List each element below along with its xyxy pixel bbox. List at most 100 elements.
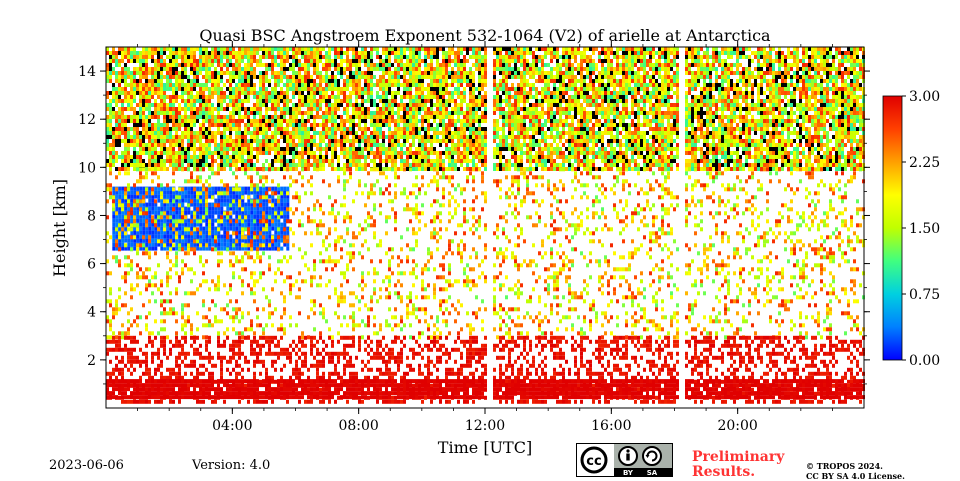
heatmap-cell	[538, 119, 541, 123]
heatmap-cell	[154, 131, 157, 135]
heatmap-cell	[772, 91, 775, 95]
heatmap-cell	[607, 63, 610, 67]
heatmap-cell	[286, 99, 289, 103]
heatmap-cell	[637, 107, 640, 111]
heatmap-cell	[250, 67, 253, 71]
heatmap-cell	[781, 55, 784, 59]
heatmap-cell	[556, 123, 559, 127]
heatmap-cell	[133, 87, 136, 91]
heatmap-cell	[271, 131, 274, 135]
heatmap-cell	[430, 91, 433, 95]
heatmap-cell	[442, 63, 445, 67]
heatmap-cell	[475, 67, 478, 71]
heatmap-cell	[166, 63, 169, 67]
heatmap-cell	[169, 75, 172, 79]
heatmap-cell	[847, 99, 850, 103]
heatmap-cell	[538, 111, 541, 115]
heatmap-cell	[247, 47, 250, 51]
heatmap-cell	[691, 59, 694, 63]
heatmap-cell	[634, 91, 637, 95]
heatmap-cell	[781, 87, 784, 91]
heatmap-cell	[331, 95, 334, 99]
heatmap-cell	[595, 131, 598, 135]
heatmap-cell	[508, 71, 511, 75]
heatmap-cell	[319, 103, 322, 107]
heatmap-cell	[796, 119, 799, 123]
heatmap-cell	[382, 47, 385, 51]
heatmap-cell	[733, 71, 736, 75]
heatmap-cell	[151, 67, 154, 71]
heatmap-cell	[139, 87, 142, 91]
heatmap-cell	[625, 59, 628, 63]
heatmap-cell	[409, 51, 412, 55]
heatmap-cell	[226, 79, 229, 83]
heatmap-cell	[283, 51, 286, 55]
heatmap-cell	[763, 51, 766, 55]
heatmap-cell	[394, 59, 397, 63]
heatmap-cell	[433, 87, 436, 91]
heatmap-cell	[574, 67, 577, 71]
heatmap-cell	[604, 131, 607, 135]
heatmap-cell	[730, 127, 733, 131]
heatmap-cell	[400, 75, 403, 79]
heatmap-cell	[313, 139, 316, 143]
heatmap-cell	[475, 95, 478, 99]
heatmap-cell	[778, 111, 781, 115]
heatmap-cell	[778, 107, 781, 111]
heatmap-cell	[622, 99, 625, 103]
heatmap-cell	[655, 51, 658, 55]
heatmap-cell	[580, 55, 583, 59]
heatmap-cell	[793, 71, 796, 75]
heatmap-cell	[409, 55, 412, 59]
heatmap-cell	[550, 115, 553, 119]
heatmap-cell	[196, 139, 199, 143]
heatmap-cell	[358, 79, 361, 83]
heatmap-cell	[235, 127, 238, 131]
heatmap-cell	[196, 107, 199, 111]
heatmap-cell	[115, 135, 118, 139]
heatmap-cell	[244, 139, 247, 143]
heatmap-cell	[331, 75, 334, 79]
heatmap-cell	[577, 47, 580, 51]
heatmap-cell	[514, 115, 517, 119]
heatmap-cell	[784, 123, 787, 127]
heatmap-cell	[547, 83, 550, 87]
heatmap-cell	[310, 103, 313, 107]
heatmap-cell	[538, 123, 541, 127]
heatmap-cell	[217, 87, 220, 91]
heatmap-cell	[442, 47, 445, 51]
heatmap-cell	[499, 99, 502, 103]
heatmap-cell	[415, 115, 418, 119]
heatmap-cell	[157, 139, 160, 143]
heatmap-cell	[364, 139, 367, 143]
heatmap-cell	[691, 127, 694, 131]
heatmap-cell	[703, 131, 706, 135]
heatmap-cell	[439, 115, 442, 119]
heatmap-cell	[427, 47, 430, 51]
heatmap-cell	[844, 131, 847, 135]
heatmap-cell	[358, 115, 361, 119]
heatmap-cell	[178, 103, 181, 107]
heatmap-cell	[622, 123, 625, 127]
heatmap-cell	[802, 123, 805, 127]
heatmap-cell	[478, 139, 481, 143]
heatmap-cell	[841, 127, 844, 131]
heatmap-cell	[340, 51, 343, 55]
heatmap-cell	[622, 95, 625, 99]
heatmap-cell	[475, 139, 478, 143]
heatmap-cell	[583, 75, 586, 79]
heatmap-cell	[532, 55, 535, 59]
heatmap-cell	[502, 67, 505, 71]
heatmap-cell	[421, 127, 424, 131]
heatmap-cell	[292, 91, 295, 95]
heatmap-cell	[304, 87, 307, 91]
heatmap-cell	[826, 79, 829, 83]
heatmap-cell	[343, 119, 346, 123]
heatmap-cell	[832, 91, 835, 95]
heatmap-cell	[835, 51, 838, 55]
heatmap-cell	[712, 103, 715, 107]
heatmap-cell	[550, 75, 553, 79]
heatmap-cell	[622, 51, 625, 55]
heatmap-cell	[373, 83, 376, 87]
heatmap-cell	[346, 59, 349, 63]
